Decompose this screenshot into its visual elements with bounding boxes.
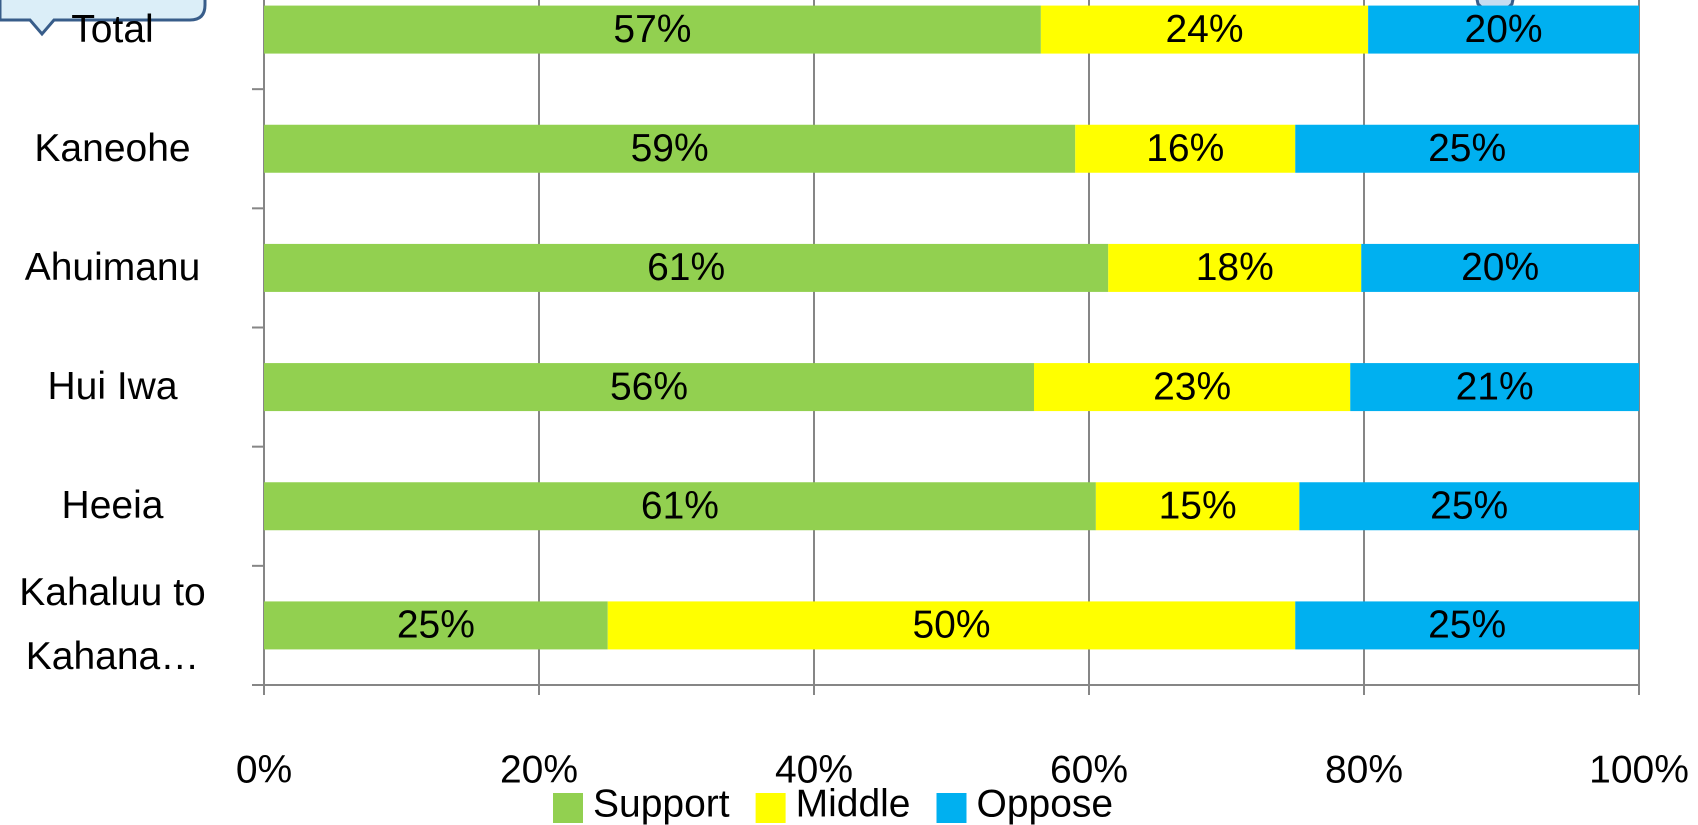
y-tick-label: Hui Iwa (47, 365, 178, 409)
data-label: 24% (1165, 8, 1243, 51)
data-label: 15% (1159, 485, 1237, 528)
bar-segment (264, 124, 1076, 173)
bar-segment (1034, 363, 1351, 412)
y-tick-label: Total (71, 7, 154, 51)
bar-segment (264, 482, 1096, 531)
y-tick-label: Ahuimanu (24, 245, 201, 289)
bar-segment (1075, 124, 1296, 173)
data-label: 16% (1146, 127, 1224, 170)
bar-segment (1295, 601, 1639, 650)
data-label: 25% (397, 604, 475, 647)
data-label: 57% (613, 8, 691, 51)
data-label: 50% (912, 604, 990, 647)
data-label: 21% (1456, 365, 1534, 408)
bar-segment (1361, 243, 1639, 292)
data-label: 18% (1196, 246, 1274, 289)
data-label: 25% (1430, 485, 1508, 528)
bar-segment (1295, 124, 1639, 173)
legend-label: Oppose (977, 782, 1114, 825)
y-tick-label: Heeia (61, 484, 164, 528)
bar-segment (264, 5, 1041, 54)
x-tick-label: 0% (236, 748, 292, 791)
x-tick-label: 60% (1050, 748, 1128, 791)
bar-segment (1040, 5, 1369, 54)
legend-label: Support (593, 782, 730, 825)
y-tick-label: Kaneohe (34, 126, 191, 170)
callout (0, 0, 207, 37)
data-label: 56% (610, 365, 688, 408)
bar-segment (264, 363, 1034, 412)
bar-segment (1095, 482, 1300, 531)
data-label: 59% (631, 127, 709, 170)
x-tick-label: 100% (1589, 748, 1689, 791)
bar-segment (1299, 482, 1639, 531)
x-tick-label: 40% (775, 748, 853, 791)
data-label: 23% (1153, 365, 1231, 408)
data-label: 20% (1465, 8, 1543, 51)
bar-segment (607, 601, 1296, 650)
data-label: 25% (1428, 127, 1506, 170)
x-tick-label: 80% (1325, 748, 1403, 791)
bar-segment (1108, 243, 1362, 292)
legend-label: Middle (796, 782, 911, 825)
data-label: 20% (1461, 246, 1539, 289)
bar-segment (1368, 5, 1639, 54)
y-tick-label: Kahaluu to Kahana… (19, 571, 206, 679)
bar-segment (264, 601, 608, 650)
legend-swatch (936, 793, 967, 823)
x-tick-label: 20% (500, 748, 578, 791)
data-label: 61% (641, 485, 719, 528)
bar-segment (264, 243, 1109, 292)
data-label: 61% (647, 246, 725, 289)
data-label: 25% (1428, 604, 1506, 647)
legend-swatch (755, 793, 786, 823)
bar-segment (1350, 363, 1639, 412)
legend-swatch (553, 793, 583, 823)
